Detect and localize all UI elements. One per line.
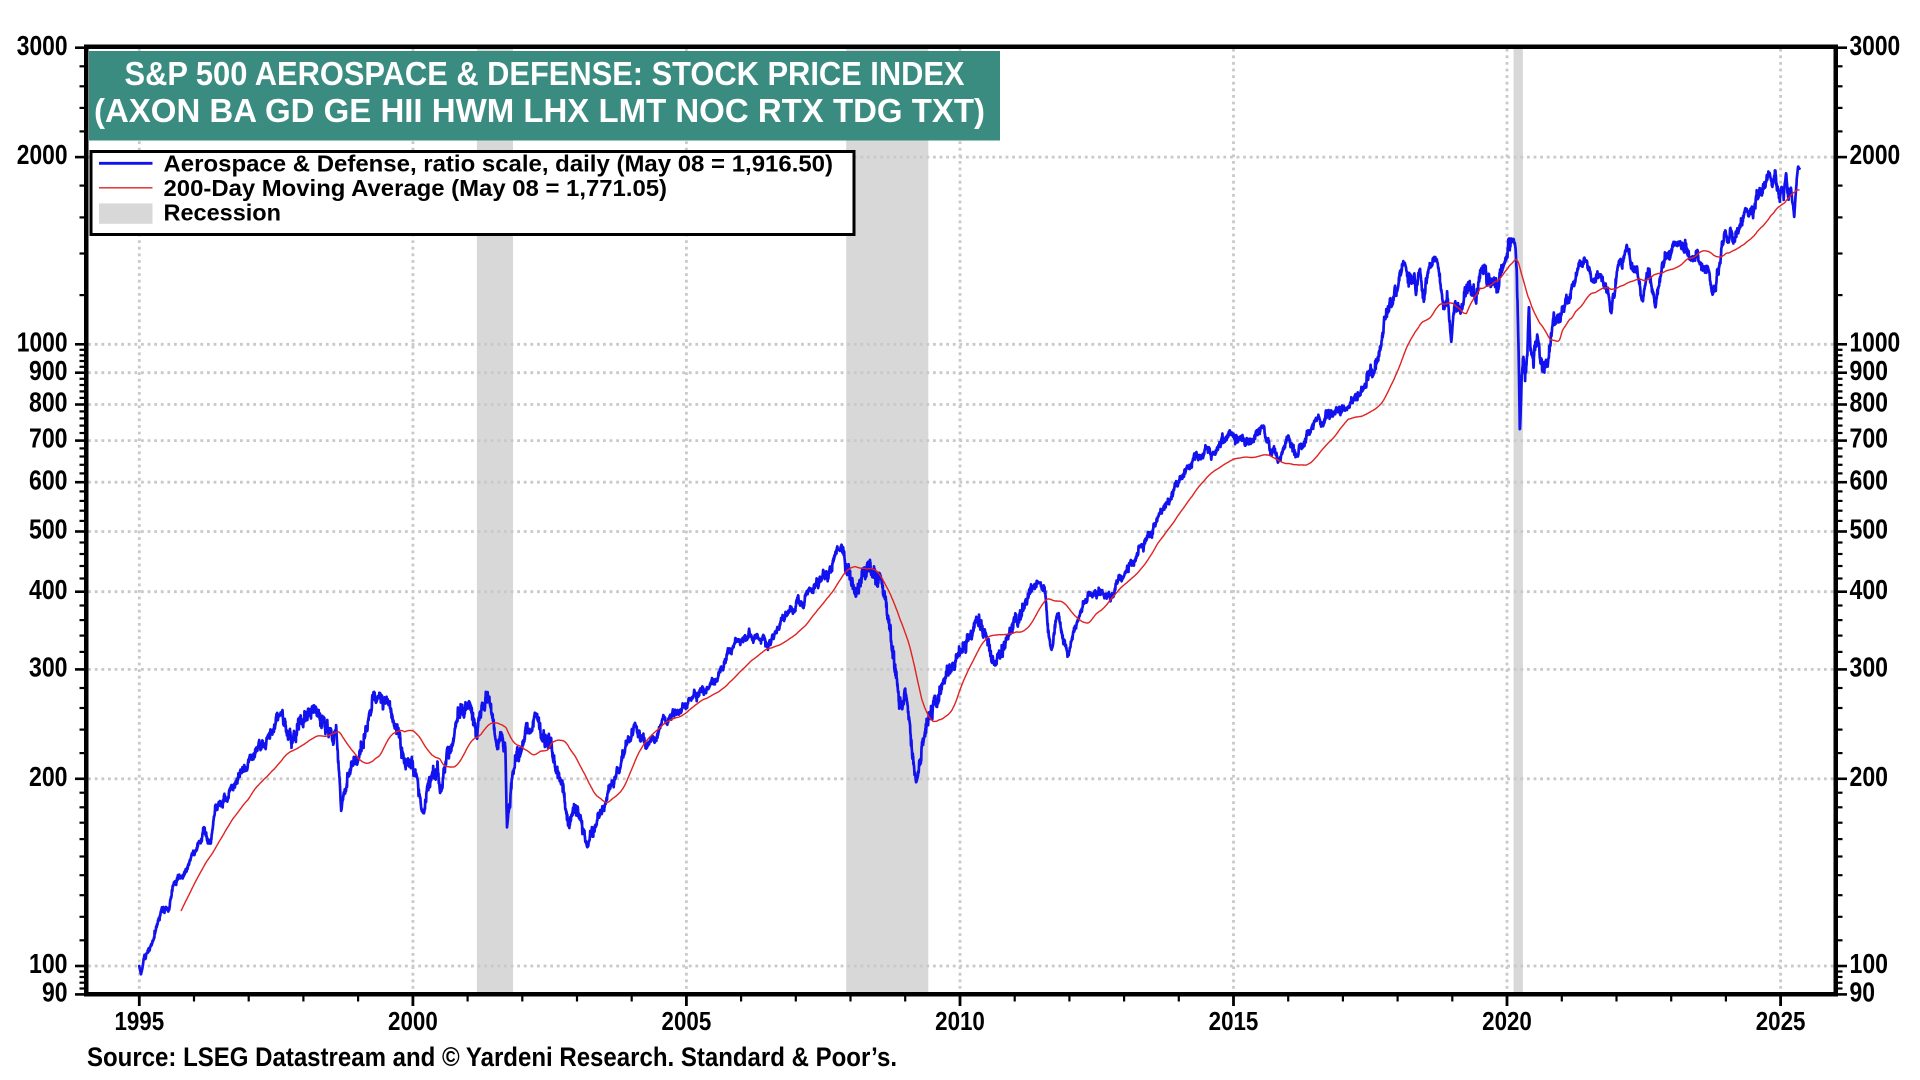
svg-text:100: 100 [29,948,68,979]
svg-text:2015: 2015 [1209,1008,1259,1036]
svg-text:700: 700 [1850,423,1889,454]
svg-text:800: 800 [29,387,68,418]
svg-text:200-Day Moving Average (May 08: 200-Day Moving Average (May 08 = 1,771.0… [164,175,668,201]
svg-text:2000: 2000 [17,139,68,170]
svg-text:200: 200 [1850,761,1889,792]
svg-text:2010: 2010 [935,1008,985,1036]
svg-text:1000: 1000 [1850,326,1901,357]
svg-text:2025: 2025 [1756,1008,1806,1036]
svg-text:400: 400 [29,574,68,605]
svg-text:1995: 1995 [114,1008,164,1036]
svg-text:200: 200 [29,761,68,792]
svg-text:500: 500 [29,514,68,545]
svg-text:600: 600 [1850,464,1889,495]
svg-text:90: 90 [42,977,68,1008]
svg-text:Recession: Recession [164,200,282,226]
svg-text:300: 300 [29,652,68,683]
svg-text:90: 90 [1850,977,1876,1008]
svg-text:400: 400 [1850,574,1889,605]
svg-text:1000: 1000 [17,326,68,357]
svg-text:900: 900 [29,355,68,386]
svg-text:600: 600 [29,464,68,495]
svg-text:700: 700 [29,423,68,454]
svg-text:2000: 2000 [1850,139,1901,170]
svg-text:(AXON BA GD GE HII HWM LHX LMT: (AXON BA GD GE HII HWM LHX LMT NOC RTX T… [94,92,985,129]
svg-text:3000: 3000 [17,30,68,61]
svg-text:100: 100 [1850,948,1889,979]
svg-text:500: 500 [1850,514,1889,545]
svg-text:2005: 2005 [662,1008,712,1036]
svg-text:2000: 2000 [388,1008,438,1036]
svg-text:Aerospace & Defense, ratio sca: Aerospace & Defense, ratio scale, daily … [164,151,834,177]
svg-text:900: 900 [1850,355,1889,386]
svg-text:3000: 3000 [1850,30,1901,61]
svg-text:2020: 2020 [1482,1008,1532,1036]
svg-text:Source: LSEG Datastream and ©: Source: LSEG Datastream and © Yardeni Re… [87,1042,897,1072]
svg-text:S&P 500 AEROSPACE & DEFENSE: S: S&P 500 AEROSPACE & DEFENSE: STOCK PRICE… [125,55,965,92]
svg-text:300: 300 [1850,652,1889,683]
svg-text:800: 800 [1850,387,1889,418]
